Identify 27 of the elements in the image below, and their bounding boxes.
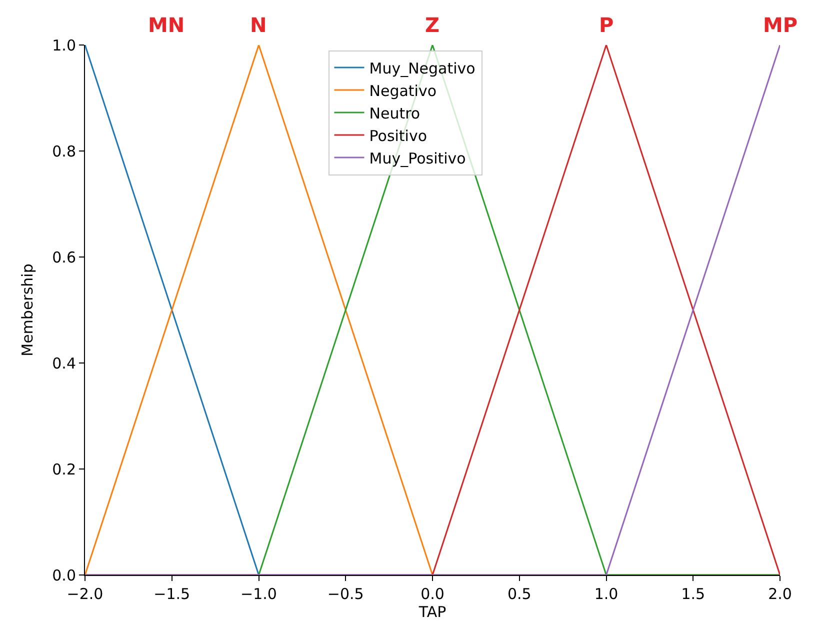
- y-tick-label: 0.2: [52, 460, 76, 478]
- y-tick-label: 1.0: [52, 36, 76, 54]
- y-tick-label: 0.0: [52, 566, 76, 584]
- x-axis-title: TAP: [418, 603, 446, 621]
- annotation: P: [599, 13, 614, 37]
- x-tick-label: −1.0: [240, 585, 277, 603]
- y-tick-label: 0.8: [52, 142, 76, 160]
- y-tick-label: 0.4: [52, 354, 76, 372]
- x-tick-label: 0.5: [507, 585, 532, 603]
- legend-label: Muy_Positivo: [369, 149, 466, 168]
- legend-label: Muy_Negativo: [369, 59, 476, 78]
- x-tick-label: 0.0: [420, 585, 444, 603]
- annotation: N: [250, 13, 267, 37]
- x-tick-label: −0.5: [327, 585, 364, 603]
- annotation: Z: [425, 13, 440, 37]
- x-tick-label: 2.0: [768, 585, 792, 603]
- legend-label: Positivo: [369, 126, 428, 145]
- x-tick-label: 1.5: [681, 585, 706, 603]
- annotation: MP: [763, 13, 798, 37]
- x-tick-label: 1.0: [594, 585, 618, 603]
- y-axis-title: Membership: [18, 264, 36, 356]
- y-tick-label: 0.6: [52, 248, 76, 266]
- x-tick-label: −2.0: [66, 585, 104, 603]
- legend-label: Neutro: [369, 104, 420, 122]
- legend-label: Negativo: [369, 82, 437, 100]
- text: MN: [148, 13, 185, 37]
- x-tick-label: −1.5: [154, 585, 190, 603]
